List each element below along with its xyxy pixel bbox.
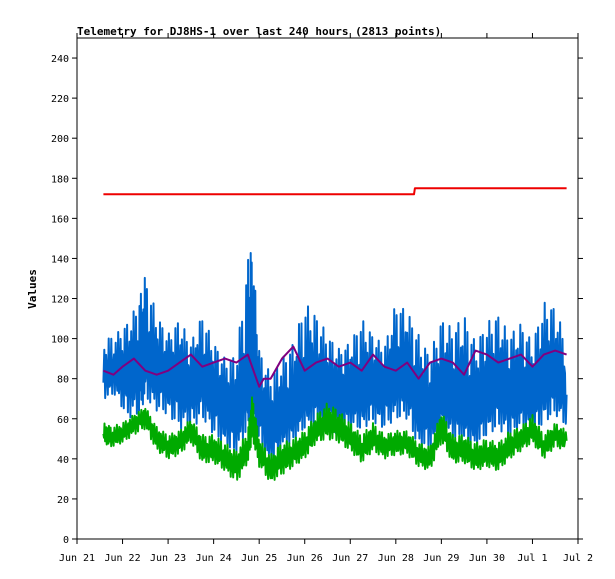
x-tick-label: Jul 2 [563, 553, 593, 564]
x-tick-label: Jun 28 [378, 553, 414, 564]
y-axis: 0 20 40 60 80 100 120 140 160 180 200 220 240 [51, 54, 583, 546]
series-line-2 [102, 396, 568, 481]
x-tick-label: Jun 25 [241, 553, 277, 564]
y-tick-label: 240 [51, 54, 69, 65]
x-tick-label: Jun 29 [423, 553, 459, 564]
y-tick-label: 0 [63, 535, 69, 546]
y-tick-label: 40 [57, 455, 69, 466]
x-tick-label: Jul 1 [517, 553, 547, 564]
x-tick-label: Jun 24 [196, 553, 232, 564]
y-tick-label: 80 [57, 375, 69, 386]
y-tick-label: 160 [51, 214, 69, 225]
x-tick-label: Jun 23 [150, 553, 186, 564]
series-line-1 [103, 345, 567, 388]
series-layer [102, 187, 568, 540]
x-tick-label: Jun 30 [469, 553, 505, 564]
x-axis: Jun 21 Jun 22 Jun 23 Jun 24 Jun 25 Jun 26 Jun … [59, 33, 593, 564]
series-line-3 [103, 187, 567, 196]
y-axis-label: Values [26, 269, 39, 309]
y-tick-label: 140 [51, 254, 69, 265]
y-tick-label: 200 [51, 134, 69, 145]
series-line-0 [102, 252, 568, 468]
y-tick-label: 180 [51, 174, 69, 185]
x-tick-label: Jun 22 [104, 553, 140, 564]
y-tick-label: 100 [51, 335, 69, 346]
y-tick-label: 120 [51, 295, 69, 306]
y-tick-label: 220 [51, 94, 69, 105]
x-tick-label: Jun 26 [287, 553, 323, 564]
x-tick-label: Jun 27 [332, 553, 368, 564]
y-tick-label: 20 [57, 495, 69, 506]
x-tick-label: Jun 21 [59, 553, 95, 564]
y-tick-label: 60 [57, 415, 69, 426]
